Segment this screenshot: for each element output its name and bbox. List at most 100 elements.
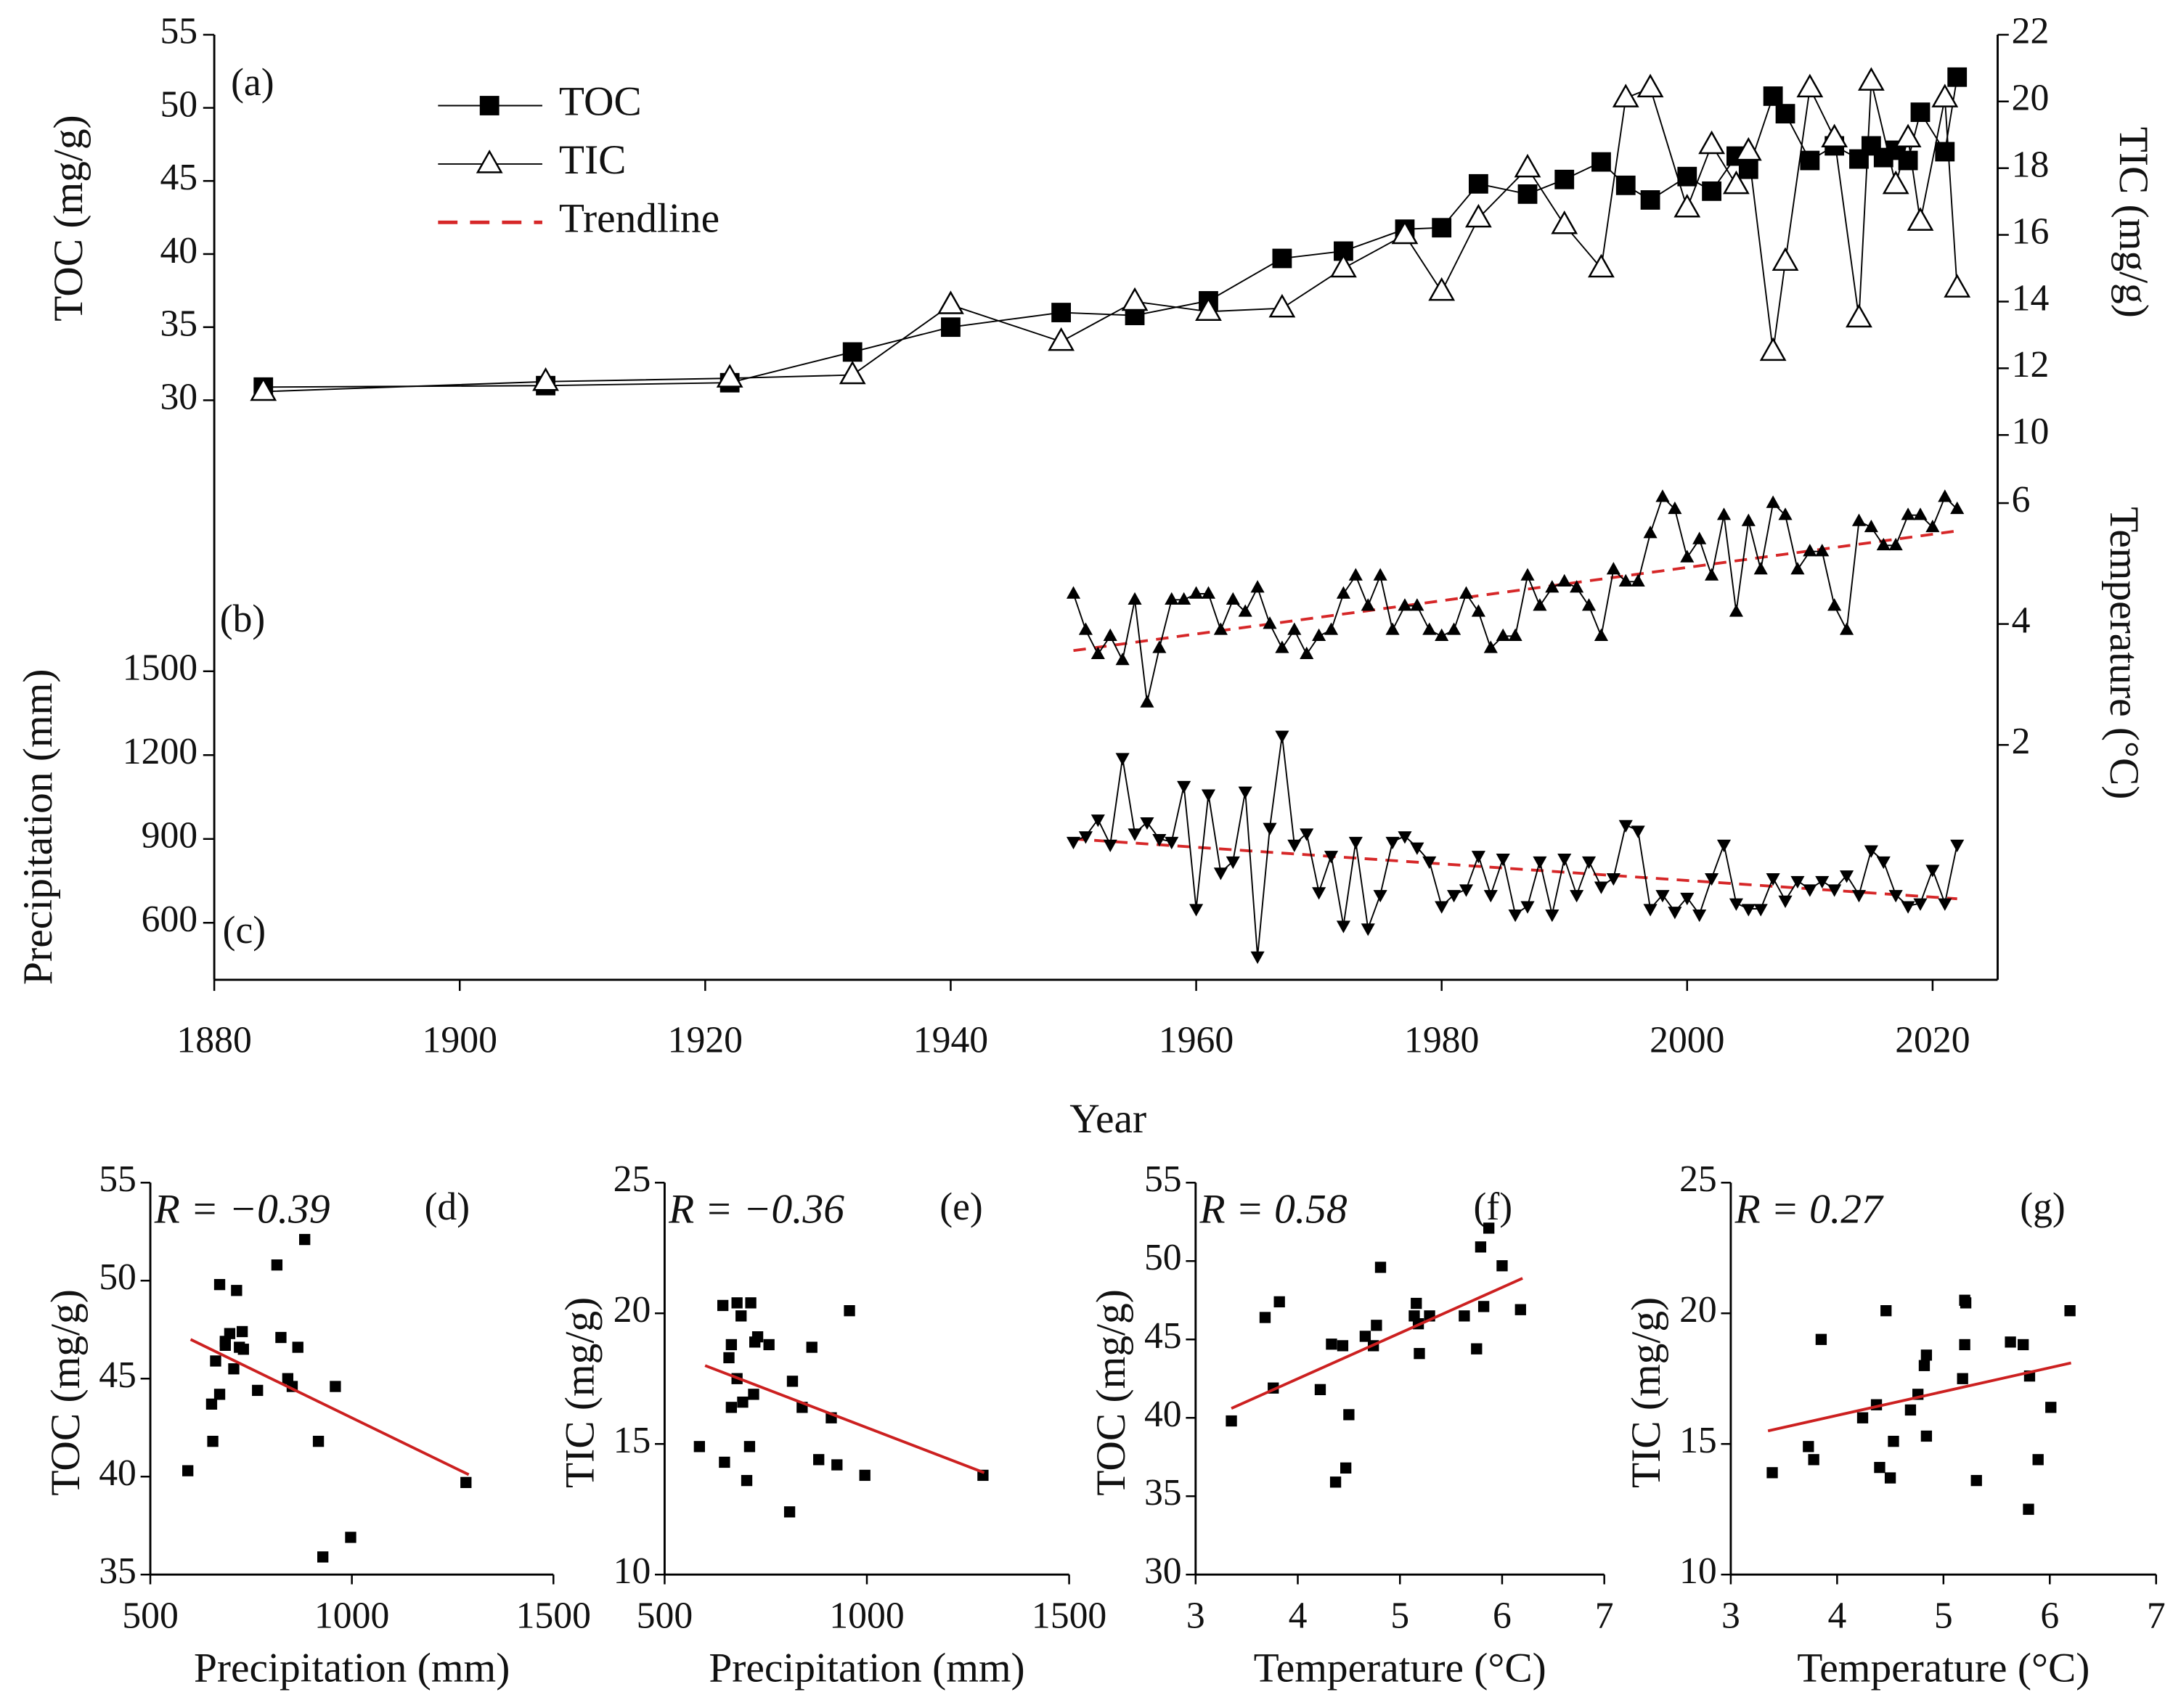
marker	[1570, 580, 1584, 593]
y-tick-label: 6	[2012, 479, 2031, 520]
marker	[1471, 851, 1485, 864]
point	[345, 1532, 356, 1543]
marker	[1324, 851, 1339, 864]
marker	[1557, 854, 1572, 867]
legend-marker	[479, 96, 500, 115]
y-tick-label: 45	[99, 1354, 136, 1396]
point	[741, 1474, 753, 1487]
marker	[1851, 890, 1867, 903]
y-tick-label: 40	[160, 230, 197, 271]
marker	[1643, 526, 1658, 539]
x-tick-label: 1960	[1159, 1020, 1234, 1061]
point	[1888, 1435, 1899, 1447]
marker	[1947, 67, 1968, 87]
marker	[1606, 562, 1620, 575]
fit-line	[1231, 1277, 1523, 1410]
point	[224, 1328, 236, 1339]
y-tick-label: 55	[1144, 1159, 1182, 1200]
fit-line	[704, 1364, 985, 1474]
y-tick-label: 35	[160, 303, 197, 345]
marker	[1741, 904, 1756, 917]
point	[1808, 1454, 1819, 1466]
marker	[1103, 839, 1117, 852]
point	[236, 1325, 248, 1338]
annotation: R = 0.58	[1199, 1187, 1348, 1233]
x-tick-label: 2020	[1895, 1020, 1970, 1061]
y-tick-label: 30	[160, 376, 197, 417]
y-tick-label: 55	[99, 1159, 136, 1200]
marker	[1705, 568, 1719, 581]
y-tick-label: 50	[160, 83, 197, 125]
marker	[1140, 695, 1154, 708]
y-tick-label: 25	[1679, 1159, 1717, 1200]
marker	[1803, 544, 1817, 557]
y-tick-label: 600	[142, 899, 198, 940]
marker	[1640, 190, 1660, 210]
marker	[1238, 604, 1252, 617]
point	[831, 1459, 843, 1471]
marker	[1128, 828, 1142, 841]
panel-label: (a)	[231, 60, 274, 104]
marker	[1385, 836, 1400, 850]
marker	[1612, 83, 1639, 107]
y-tick-label: 10	[2012, 411, 2050, 452]
marker	[1324, 622, 1339, 635]
legend-label: TIC	[559, 137, 626, 183]
point	[783, 1506, 796, 1518]
point	[1371, 1320, 1382, 1331]
marker	[1520, 568, 1535, 581]
marker	[839, 360, 866, 385]
marker	[1570, 890, 1584, 903]
marker	[1729, 604, 1743, 617]
marker	[1655, 489, 1670, 502]
marker	[1508, 910, 1522, 923]
series-line	[263, 81, 1958, 393]
point	[1411, 1297, 1422, 1309]
marker	[1839, 870, 1854, 883]
marker	[1618, 573, 1633, 587]
marker	[1864, 845, 1878, 858]
marker	[1775, 104, 1795, 124]
series-line	[1072, 495, 1958, 703]
point	[1340, 1462, 1352, 1474]
point	[1957, 1373, 1968, 1384]
marker	[1901, 901, 1915, 914]
point	[1414, 1348, 1425, 1360]
marker	[1287, 839, 1302, 852]
point	[1815, 1333, 1827, 1345]
marker	[1330, 253, 1357, 278]
marker	[842, 342, 863, 362]
marker	[1422, 622, 1437, 635]
point	[210, 1355, 221, 1367]
point	[745, 1297, 757, 1309]
y-axis-title: TOC (mg/g)	[1088, 1289, 1134, 1495]
marker	[1851, 513, 1867, 526]
marker	[1925, 865, 1940, 878]
x-axis-title: Temperature (°C)	[1797, 1645, 2090, 1691]
marker	[1115, 653, 1130, 666]
series-line	[263, 77, 1958, 388]
marker	[1876, 856, 1891, 870]
x-axis-title: Precipitation (mm)	[709, 1645, 1024, 1691]
marker	[1250, 580, 1265, 593]
marker	[1312, 887, 1326, 900]
marker	[1950, 839, 1965, 852]
y-tick-label: 900	[142, 815, 198, 857]
point	[213, 1389, 226, 1400]
x-tick-label: 1500	[516, 1595, 591, 1636]
marker	[1864, 519, 1878, 533]
x-tick-label: 5	[1934, 1595, 1953, 1636]
marker	[1496, 854, 1510, 867]
marker	[1554, 169, 1575, 189]
marker	[1894, 123, 1922, 148]
marker	[1618, 820, 1633, 833]
marker	[1741, 513, 1756, 526]
marker	[1459, 884, 1474, 897]
marker	[1103, 628, 1117, 641]
point	[460, 1476, 472, 1488]
point	[725, 1339, 738, 1351]
marker	[1581, 598, 1597, 611]
marker	[716, 364, 743, 388]
point	[725, 1402, 738, 1413]
marker	[1140, 817, 1154, 830]
